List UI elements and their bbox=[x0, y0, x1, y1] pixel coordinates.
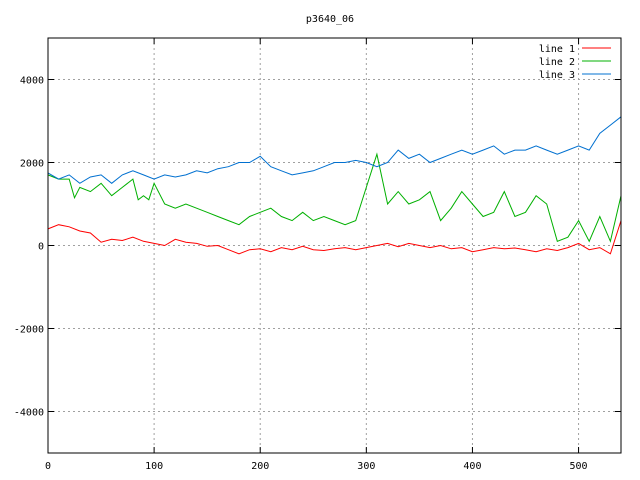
x-tick-label: 0 bbox=[45, 461, 51, 472]
series-line-1 bbox=[47, 220, 622, 255]
series-lines bbox=[47, 116, 622, 255]
legend-label: line 1 bbox=[539, 44, 575, 55]
y-tick-label: 4000 bbox=[20, 76, 44, 87]
y-tick-label: 2000 bbox=[20, 159, 44, 170]
axis-ticks: 0 100 200 300 400 500 -4000 -2000 0 2000 4000 bbox=[14, 38, 621, 472]
legend-label: line 2 bbox=[539, 57, 575, 68]
series-line-2 bbox=[47, 152, 622, 243]
x-tick-label: 300 bbox=[357, 461, 375, 472]
series-line-3 bbox=[47, 116, 622, 184]
grid-lines bbox=[48, 38, 621, 453]
x-tick-label: 200 bbox=[251, 461, 269, 472]
x-tick-label: 500 bbox=[570, 461, 588, 472]
chart-title: p3640_06 bbox=[306, 14, 354, 25]
legend-label: line 3 bbox=[539, 70, 575, 81]
x-tick-label: 400 bbox=[463, 461, 481, 472]
y-tick-label: -4000 bbox=[14, 408, 44, 419]
y-tick-label: 0 bbox=[38, 242, 44, 253]
y-tick-label: -2000 bbox=[14, 325, 44, 336]
x-tick-label: 100 bbox=[145, 461, 163, 472]
legend: line 1 line 2 line 3 bbox=[539, 44, 611, 81]
plot-frame bbox=[47, 37, 622, 454]
